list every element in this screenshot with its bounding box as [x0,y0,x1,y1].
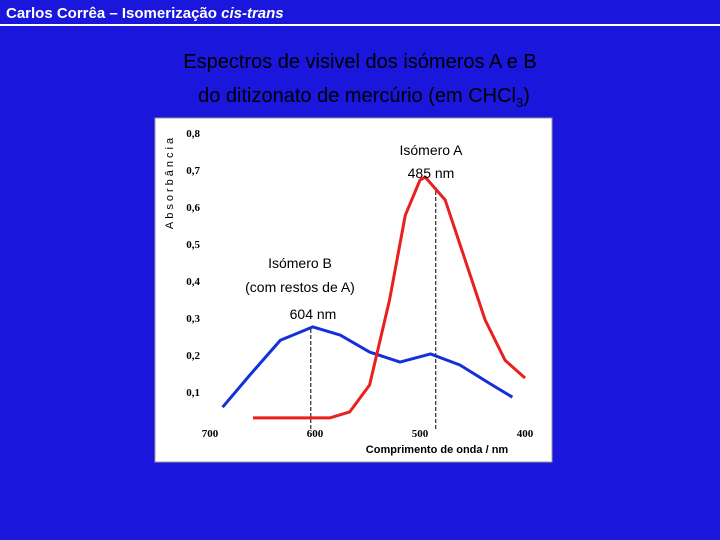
slide-header: Carlos Corrêa – Isomerização cis-trans [6,5,284,22]
x-tick-label: 600 [307,428,324,440]
x-tick-label: 400 [517,428,534,440]
chart: 0,1 0,2 0,3 0,4 0,5 0,6 0,7 0,8 700 600 500 400 Comp… [164,128,534,456]
series-line [221,325,514,409]
title-subscript: 3 [516,95,523,110]
title-text: do ditizonato de mercúrio (em CHCl [198,85,516,107]
y-tick-label: 0,4 [186,276,200,288]
y-tick-label: 0,2 [186,350,200,362]
header-italic: cis-trans [221,5,284,22]
y-tick-label: 0,8 [186,128,200,140]
x-axis-label: Comprimento de onda / nm [366,444,509,456]
y-tick-label: 0,3 [186,313,200,325]
annotation: Isómero B [268,255,332,271]
y-axis-label: Absorbância [164,135,176,229]
annotation: Isómero A [399,142,463,158]
annotation: 604 nm [290,306,337,322]
slide-title-2: do ditizonato de mercúrio (em CHCl3) [198,85,530,110]
title-end: ) [523,85,530,107]
y-tick-label: 0,7 [186,165,200,177]
x-tick-label: 700 [202,428,219,440]
series-line [253,175,526,420]
annotation: 485 nm [408,165,455,181]
annotation: (com restos de A) [245,279,355,295]
y-tick-label: 0,1 [186,387,200,399]
y-tick-label: 0,6 [186,202,200,214]
y-tick-label: 0,5 [186,239,200,251]
x-tick-label: 500 [412,428,429,440]
slide-title: Espectros de visivel dos isómeros A e B [183,51,537,73]
header-text: Carlos Corrêa – Isomerização [6,5,221,22]
